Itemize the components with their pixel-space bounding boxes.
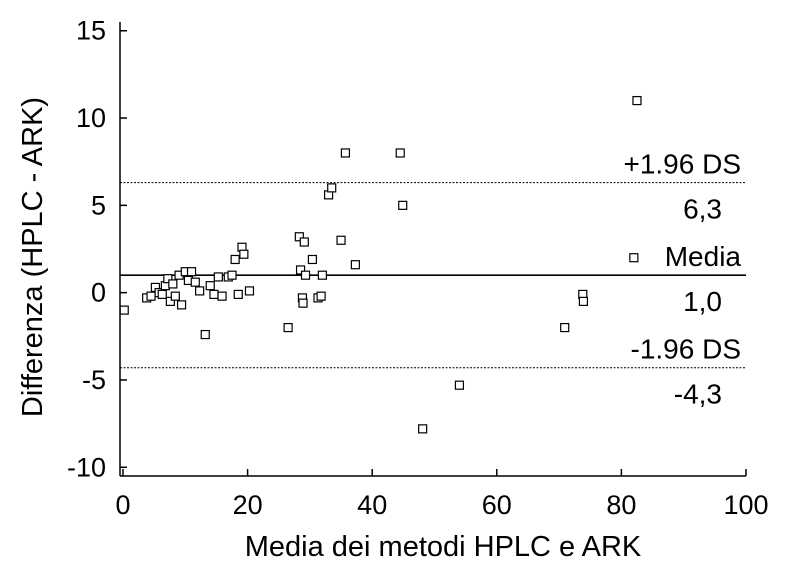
lower-reference-label: -1.96 DS bbox=[631, 334, 742, 365]
data-point bbox=[317, 270, 327, 280]
x-axis-title: Media dei metodi HPLC e ARK bbox=[245, 531, 642, 563]
data-point bbox=[176, 300, 187, 310]
x-tick-label: 60 bbox=[482, 490, 512, 520]
data-point bbox=[395, 148, 405, 158]
data-point bbox=[170, 291, 180, 301]
data-point bbox=[168, 279, 178, 289]
data-point bbox=[560, 322, 570, 333]
y-tick-label: -5 bbox=[82, 365, 106, 395]
data-point bbox=[300, 270, 311, 280]
mean-reference-value: 1,0 bbox=[683, 286, 722, 317]
x-tick-label: 0 bbox=[115, 490, 130, 520]
y-axis-title: Differenza (HPLC - ARK) bbox=[17, 97, 49, 417]
data-point bbox=[146, 291, 156, 301]
data-point bbox=[119, 305, 129, 315]
data-point bbox=[230, 254, 240, 265]
data-point bbox=[294, 232, 304, 242]
data-point bbox=[336, 235, 346, 245]
data-point bbox=[299, 237, 309, 247]
x-tick-label: 20 bbox=[233, 490, 263, 520]
data-point bbox=[327, 183, 337, 193]
upper-reference-value: 6,3 bbox=[683, 194, 722, 225]
data-point bbox=[295, 265, 306, 275]
data-point bbox=[209, 289, 219, 299]
data-point bbox=[340, 148, 351, 158]
axis-ticks: 15 10 5 0 -5 -10 0 20 40 60 80 100 bbox=[67, 16, 769, 520]
data-point bbox=[195, 286, 205, 296]
data-point bbox=[239, 249, 249, 259]
x-tick-label: 80 bbox=[606, 490, 636, 520]
data-point bbox=[213, 272, 223, 282]
data-point bbox=[244, 286, 255, 296]
y-tick-label: 15 bbox=[76, 16, 106, 46]
y-tick-label: 10 bbox=[76, 103, 106, 133]
data-point bbox=[454, 380, 465, 390]
y-tick-label: 5 bbox=[91, 190, 106, 220]
data-point bbox=[398, 200, 408, 210]
data-point bbox=[632, 95, 642, 106]
data-point bbox=[578, 296, 588, 306]
lower-reference-value: -4,3 bbox=[674, 379, 722, 410]
data-point bbox=[190, 277, 200, 287]
x-tick-label: 100 bbox=[723, 490, 768, 520]
data-point bbox=[205, 281, 215, 291]
data-point bbox=[163, 274, 173, 284]
data-point bbox=[298, 298, 308, 308]
data-point bbox=[200, 329, 210, 340]
data-point bbox=[165, 296, 175, 306]
data-point bbox=[233, 289, 243, 299]
x-tick-label: 40 bbox=[357, 490, 387, 520]
y-tick-label: -10 bbox=[67, 452, 106, 482]
data-point bbox=[157, 289, 167, 299]
data-point bbox=[418, 424, 428, 434]
data-point bbox=[307, 254, 317, 265]
reference-lines: +1.96 DS 6,3 Media 1,0 -1.96 DS -4,3 bbox=[120, 149, 746, 410]
data-point bbox=[186, 267, 197, 277]
data-point bbox=[283, 322, 293, 333]
data-point bbox=[227, 270, 237, 280]
data-point bbox=[217, 291, 227, 301]
plot-area bbox=[119, 22, 746, 477]
data-point bbox=[629, 253, 639, 263]
upper-reference-label: +1.96 DS bbox=[623, 149, 741, 180]
mean-reference-label: Media bbox=[665, 241, 742, 272]
data-point bbox=[316, 291, 326, 301]
data-point bbox=[350, 260, 360, 270]
y-tick-label: 0 bbox=[91, 278, 106, 308]
data-points bbox=[119, 95, 642, 434]
